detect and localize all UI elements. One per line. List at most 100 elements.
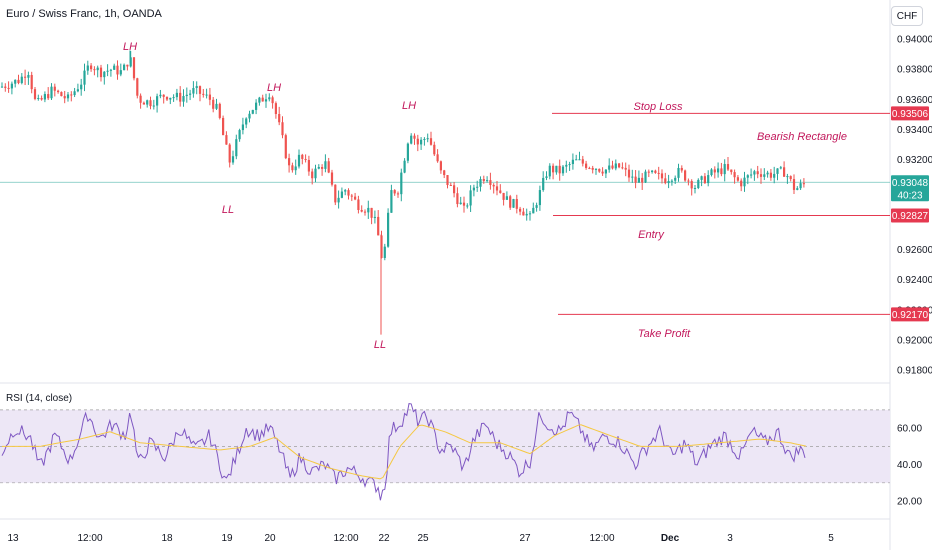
candle-down <box>495 186 499 191</box>
candle-up <box>241 124 244 131</box>
candle-down <box>598 168 601 172</box>
candle-up <box>750 174 753 176</box>
candle-up <box>294 166 297 171</box>
candle-down <box>350 195 353 197</box>
candle-up <box>710 169 713 176</box>
candle-down <box>489 180 492 185</box>
candle-down <box>462 202 466 206</box>
candle-down <box>63 96 66 99</box>
candle-down <box>684 170 687 181</box>
candle-down <box>225 135 228 145</box>
candle-down <box>585 163 588 168</box>
candle-up <box>565 164 568 167</box>
candle-down <box>627 169 631 178</box>
rsi-title: RSI (14, close) <box>6 393 73 404</box>
candle-up <box>195 86 198 89</box>
time-axis-tick: 3 <box>727 533 733 544</box>
candle-up <box>215 103 218 109</box>
candle-up <box>796 188 799 190</box>
candle-up <box>76 89 79 92</box>
candle-down <box>654 170 657 173</box>
candle-up <box>528 213 532 215</box>
candle-down <box>116 65 119 75</box>
candle-down <box>756 171 759 175</box>
candle-down <box>509 196 512 208</box>
label-stop-loss: Stop Loss <box>634 101 683 113</box>
candle-down <box>436 154 439 162</box>
take-profit-price-label-bg <box>891 307 929 322</box>
chart-title: Euro / Swiss Franc, 1h, OANDA <box>6 8 162 20</box>
candle-down <box>552 165 555 173</box>
candle-up <box>697 179 700 188</box>
candle-up <box>608 165 611 170</box>
candle-down <box>664 178 667 184</box>
candle-up <box>532 207 535 214</box>
candle-down <box>47 94 50 99</box>
candle-up <box>406 143 409 161</box>
candle-down <box>165 96 169 100</box>
candle-up <box>674 177 677 181</box>
current-price-label: 0.93048 <box>892 178 929 189</box>
candle-up <box>175 92 178 98</box>
candle-up <box>10 83 13 89</box>
candle-up <box>548 165 551 177</box>
take-profit-price-label: 0.92170 <box>892 310 929 321</box>
candle-up <box>403 160 406 173</box>
candle-up <box>189 93 192 95</box>
candle-up <box>172 97 175 99</box>
candle-up <box>113 65 116 70</box>
candle-up <box>571 159 574 165</box>
candle-down <box>802 183 805 185</box>
candle-up <box>538 190 541 206</box>
candle-down <box>558 165 561 174</box>
candle-up <box>670 180 673 182</box>
candle-up <box>476 186 479 188</box>
candle-up <box>66 94 70 99</box>
candle-down <box>730 169 733 173</box>
candle-down <box>142 102 145 105</box>
candle-up <box>80 84 83 90</box>
candle-up <box>50 86 53 99</box>
candle-up <box>542 177 545 191</box>
candle-up <box>773 173 776 178</box>
candle-up <box>344 190 347 192</box>
candle-down <box>354 196 357 200</box>
candle-down <box>703 176 706 184</box>
candle-down <box>327 161 330 173</box>
candle-down <box>657 172 660 174</box>
candle-down <box>179 92 182 102</box>
candle-up <box>763 174 766 177</box>
candle-down <box>53 86 56 91</box>
candle-up <box>205 94 208 96</box>
candle-up <box>73 91 76 96</box>
candle-down <box>680 167 683 171</box>
candle-down <box>740 180 743 187</box>
candle-down <box>720 168 723 175</box>
candle-down <box>291 165 294 171</box>
candle-down <box>307 159 310 172</box>
candle-down <box>416 138 419 145</box>
candle-down <box>789 176 792 180</box>
candle-up <box>614 163 617 169</box>
candle-down <box>4 86 7 88</box>
candle-down <box>446 175 449 186</box>
candle-up <box>258 97 261 103</box>
candle-up <box>776 168 779 174</box>
candle-down <box>7 87 10 89</box>
candle-up <box>268 97 271 100</box>
candle-down <box>499 190 502 193</box>
price-axis-tick: 0.93200 <box>897 155 932 166</box>
candle-down <box>492 184 495 187</box>
candle-down <box>60 92 63 97</box>
candle-down <box>792 179 796 190</box>
candle-down <box>99 67 103 78</box>
currency-button[interactable]: CHF <box>891 6 923 26</box>
candle-up <box>594 168 598 170</box>
candle-down <box>17 79 20 84</box>
candle-up <box>631 176 634 178</box>
candle-up <box>238 130 241 140</box>
candle-down <box>222 117 225 136</box>
candle-down <box>439 161 442 171</box>
candle-up <box>535 205 538 208</box>
